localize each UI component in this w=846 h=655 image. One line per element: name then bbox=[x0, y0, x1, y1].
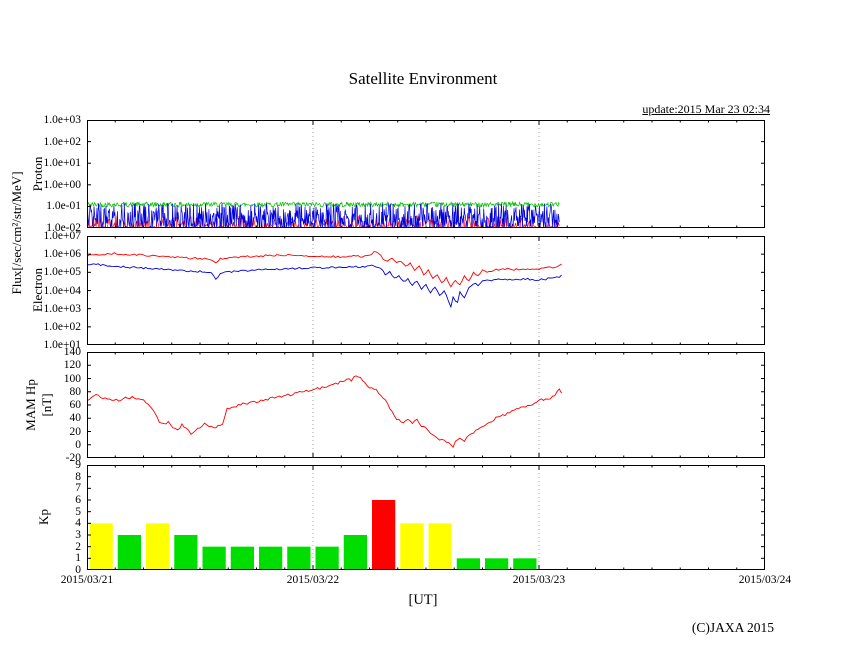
kp-bar bbox=[202, 546, 226, 570]
electron-ytick-label: 1.0e+02 bbox=[43, 320, 81, 333]
proton-ytick-label: 1.0e+02 bbox=[43, 135, 81, 148]
mam-axis-label-line2: [nT] bbox=[39, 393, 54, 417]
page-title: Satellite Environment bbox=[348, 69, 498, 88]
kp-ytick-label: 0 bbox=[75, 564, 81, 576]
electron-red-trace bbox=[87, 251, 562, 288]
kp-index-panel bbox=[87, 465, 765, 570]
mam-hp-trace bbox=[87, 375, 562, 449]
kp-bar bbox=[513, 558, 537, 570]
kp-bar bbox=[315, 546, 339, 570]
proton-flux-panel bbox=[87, 120, 765, 228]
kp-bar bbox=[485, 558, 509, 570]
kp-axis-label: Kp bbox=[36, 509, 51, 525]
mam-ytick-label: 100 bbox=[63, 372, 81, 385]
kp-bar bbox=[287, 546, 311, 570]
kp-bar bbox=[400, 523, 424, 570]
kp-ytick-label: 8 bbox=[75, 470, 81, 483]
kp-bar bbox=[259, 546, 283, 570]
proton-green-trace bbox=[87, 200, 560, 209]
mam-plot bbox=[87, 352, 765, 458]
copyright-notice: (C)JAXA 2015 bbox=[691, 620, 774, 635]
proton-red-trace bbox=[87, 215, 560, 228]
kp-bar bbox=[89, 523, 113, 570]
kp-ytick-label: 7 bbox=[75, 482, 81, 495]
mam-axis-label-line1: MAM Hp bbox=[23, 379, 38, 431]
electron-axis-label: Electron bbox=[30, 267, 45, 313]
kp-bar bbox=[372, 500, 396, 570]
kp-bar bbox=[428, 523, 452, 570]
proton-ytick-label: 1.0e+03 bbox=[43, 114, 81, 126]
x-tick-label: 2015/03/22 bbox=[286, 574, 340, 586]
flux-axis-label: Flux[/sec/cm²/str/MeV] bbox=[9, 171, 24, 295]
kp-bar bbox=[146, 523, 170, 570]
electron-plot bbox=[87, 236, 765, 345]
x-tick-label: 2015/03/24 bbox=[738, 574, 792, 586]
kp-bar bbox=[456, 558, 480, 570]
kp-plot bbox=[87, 465, 765, 570]
mam-ytick-label: 0 bbox=[75, 438, 81, 451]
mam-hp-panel bbox=[87, 352, 765, 458]
mam-ytick-label: 140 bbox=[63, 346, 81, 358]
electron-blue-trace bbox=[87, 263, 562, 309]
x-tick-label: 2015/03/23 bbox=[512, 574, 566, 586]
proton-ytick-label: 1.0e+01 bbox=[43, 157, 81, 170]
kp-ytick-label: 6 bbox=[75, 494, 81, 506]
x-axis-title: [UT] bbox=[408, 592, 438, 608]
electron-ytick-label: 1.0e+01 bbox=[43, 339, 81, 351]
mam-ytick-label: 20 bbox=[69, 425, 82, 438]
electron-flux-panel bbox=[87, 236, 765, 345]
proton-axis-label: Proton bbox=[30, 156, 45, 192]
kp-ytick-label: 1 bbox=[75, 552, 81, 565]
mam-ytick-label: -20 bbox=[65, 452, 81, 464]
mam-ytick-label: 120 bbox=[63, 359, 81, 372]
kp-bar bbox=[230, 546, 254, 570]
kp-bar bbox=[117, 535, 141, 570]
kp-ytick-label: 3 bbox=[75, 529, 81, 541]
proton-plot bbox=[87, 120, 765, 228]
kp-ytick-label: 2 bbox=[75, 540, 81, 553]
electron-ytick-label: 1.0e+03 bbox=[43, 302, 81, 315]
x-tick-label: 2015/03/21 bbox=[60, 574, 114, 586]
kp-ytick-label: 9 bbox=[75, 459, 81, 471]
update-timestamp: update:2015 Mar 23 02:34 bbox=[642, 102, 770, 116]
kp-bar bbox=[343, 535, 367, 570]
kp-bar bbox=[174, 535, 198, 570]
